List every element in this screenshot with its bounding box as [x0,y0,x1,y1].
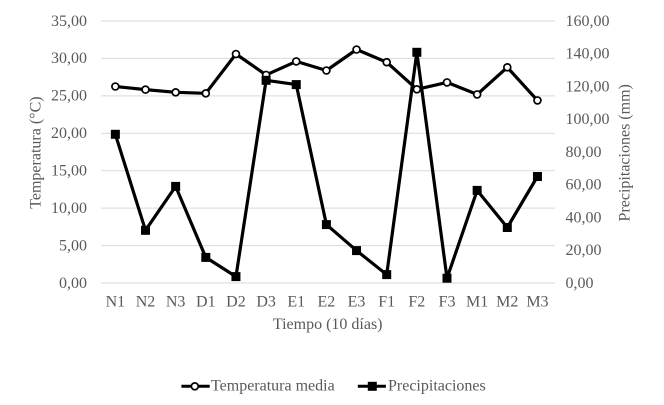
svg-text:Precipitaciones (mm): Precipitaciones (mm) [617,84,634,221]
svg-text:D3: D3 [256,294,276,311]
svg-text:D1: D1 [196,294,216,311]
svg-text:100,00: 100,00 [566,111,610,128]
svg-text:N1: N1 [106,294,126,311]
svg-text:30,00: 30,00 [51,50,87,67]
svg-text:25,00: 25,00 [51,88,87,105]
svg-text:60,00: 60,00 [566,177,602,194]
svg-text:20,00: 20,00 [51,125,87,142]
svg-text:N3: N3 [166,294,186,311]
svg-text:Temperatura (°C): Temperatura (°C) [27,96,44,208]
svg-text:5,00: 5,00 [59,237,87,254]
svg-text:E3: E3 [348,294,366,311]
svg-text:40,00: 40,00 [566,209,602,226]
svg-text:M3: M3 [526,294,548,311]
svg-text:0,00: 0,00 [59,275,87,292]
svg-text:F1: F1 [378,294,395,311]
svg-text:120,00: 120,00 [566,78,610,95]
svg-text:Precipitaciones: Precipitaciones [388,378,486,395]
svg-text:M1: M1 [466,294,488,311]
svg-text:E1: E1 [287,294,305,311]
svg-text:M2: M2 [496,294,518,311]
svg-text:80,00: 80,00 [566,144,602,161]
svg-text:140,00: 140,00 [566,46,610,63]
svg-text:D2: D2 [226,294,246,311]
svg-text:20,00: 20,00 [566,242,602,259]
svg-text:35,00: 35,00 [51,13,87,30]
svg-text:Temperatura media: Temperatura media [211,378,335,395]
svg-text:15,00: 15,00 [51,163,87,180]
svg-text:10,00: 10,00 [51,200,87,217]
svg-text:F2: F2 [408,294,425,311]
svg-text:F3: F3 [439,294,456,311]
svg-text:160,00: 160,00 [566,13,610,30]
svg-text:E2: E2 [318,294,336,311]
svg-text:0,00: 0,00 [566,275,594,292]
svg-text:Tiempo (10 días): Tiempo (10 días) [273,316,383,333]
svg-text:N2: N2 [136,294,156,311]
